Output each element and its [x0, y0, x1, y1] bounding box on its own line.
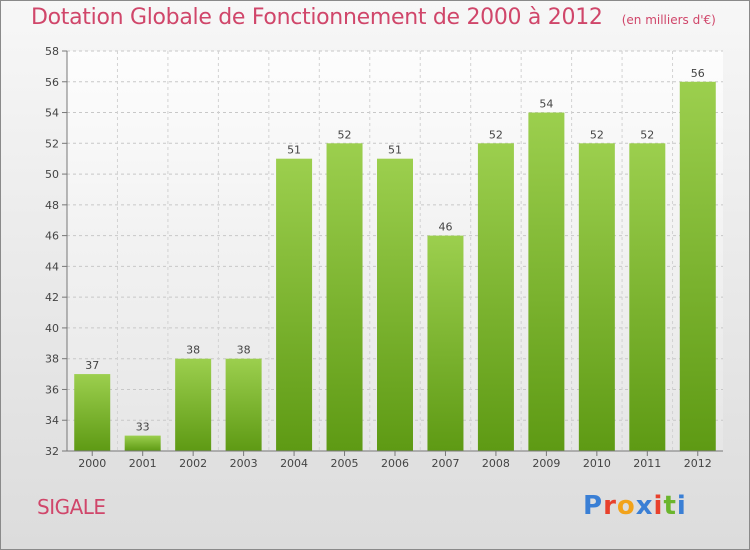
bar — [477, 143, 514, 452]
data-label: 37 — [85, 359, 99, 372]
y-tick-label: 34 — [45, 414, 59, 427]
x-tick-label: 2009 — [532, 457, 560, 470]
unit-text: (en milliers d'€) — [621, 13, 716, 27]
axes — [62, 50, 723, 456]
x-tick-label: 2011 — [633, 457, 661, 470]
data-label: 54 — [539, 98, 553, 111]
x-tick-label: 2001 — [129, 457, 157, 470]
x-tick-label: 2012 — [684, 457, 712, 470]
proxiti-logo: Proxiti — [583, 491, 687, 521]
logo-letter: i — [653, 491, 664, 521]
y-tick-label: 46 — [45, 230, 59, 243]
x-tick-label: 2000 — [78, 457, 106, 470]
bar — [528, 112, 565, 452]
data-label: 52 — [338, 128, 352, 141]
bar — [326, 143, 363, 452]
logo-letter: i — [676, 491, 687, 521]
x-tick-label: 2004 — [280, 457, 308, 470]
y-tick-label: 38 — [45, 353, 59, 366]
logo-letter: P — [583, 491, 604, 521]
x-tick-label: 2005 — [331, 457, 359, 470]
title-text: Dotation Globale de Fonctionnement de 20… — [31, 5, 603, 30]
commune-name: SIGALE — [37, 495, 106, 519]
data-label: 38 — [237, 344, 251, 357]
logo-letter: r — [603, 491, 617, 521]
y-tick-label: 54 — [45, 107, 59, 120]
y-tick-label: 56 — [45, 76, 59, 89]
data-label: 56 — [691, 67, 705, 80]
bar — [74, 374, 111, 451]
data-label: 52 — [489, 128, 503, 141]
bar — [124, 435, 161, 451]
x-tick-label: 2007 — [431, 457, 459, 470]
bar — [175, 358, 212, 451]
x-tick-label: 2010 — [583, 457, 611, 470]
data-label: 33 — [136, 421, 150, 434]
bar — [629, 143, 666, 452]
y-tick-label: 40 — [45, 322, 59, 335]
data-label: 52 — [590, 128, 604, 141]
y-tick-label: 42 — [45, 291, 59, 304]
data-label: 52 — [640, 128, 654, 141]
y-tick-label: 36 — [45, 383, 59, 396]
data-label: 38 — [186, 344, 200, 357]
x-tick-label: 2006 — [381, 457, 409, 470]
x-tick-label: 2002 — [179, 457, 207, 470]
bars — [74, 81, 716, 452]
logo-letter: o — [616, 491, 636, 521]
logo-letter: x — [635, 491, 654, 521]
bar — [679, 81, 716, 452]
labels: 32 34 36 38 40 42 44 46 48 50 52 54 56 58 37 2000 33 2001… — [45, 45, 712, 470]
y-tick-label: 32 — [45, 445, 59, 458]
chart-title: Dotation Globale de Fonctionnement de 20… — [31, 5, 716, 30]
x-tick-label: 2008 — [482, 457, 510, 470]
y-tick-label: 50 — [45, 168, 59, 181]
x-tick-label: 2003 — [230, 457, 258, 470]
bar — [225, 358, 262, 451]
bar — [377, 158, 413, 451]
logo-letter: t — [663, 491, 677, 521]
y-tick-label: 58 — [45, 45, 59, 58]
y-tick-label: 48 — [45, 199, 59, 212]
bar — [578, 143, 615, 452]
data-label: 51 — [287, 144, 301, 157]
bar — [276, 158, 313, 451]
bar — [427, 235, 464, 451]
data-label: 46 — [438, 221, 452, 234]
y-tick-label: 44 — [45, 260, 59, 273]
y-tick-label: 52 — [45, 137, 59, 150]
data-label: 51 — [388, 144, 402, 157]
